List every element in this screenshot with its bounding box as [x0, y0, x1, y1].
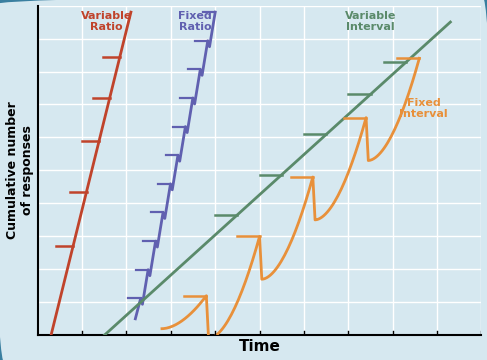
X-axis label: Time: Time [239, 339, 281, 355]
Y-axis label: Cumulative number
of responses: Cumulative number of responses [5, 102, 34, 239]
Text: Fixed
Ratio: Fixed Ratio [178, 10, 212, 32]
Text: Fixed
Interval: Fixed Interval [399, 98, 448, 120]
Text: Variable
Ratio: Variable Ratio [81, 10, 132, 32]
Text: Variable
Interval: Variable Interval [345, 10, 396, 32]
